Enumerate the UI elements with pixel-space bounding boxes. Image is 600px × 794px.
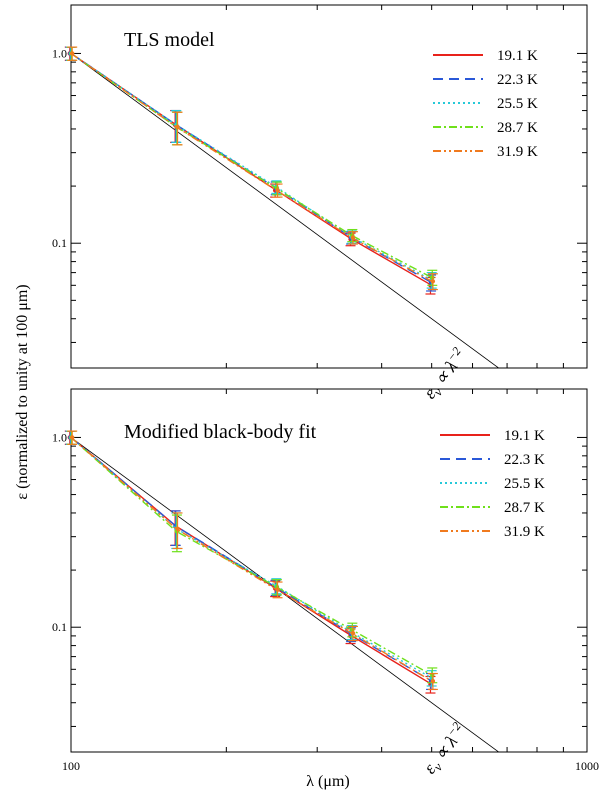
legend-label: 25.5 K — [504, 476, 545, 492]
panel-1: 1.0 0.1 19.1 K 22.3 K 25.5 K 28.7 K 31.9 K TLS … — [52, 4, 588, 404]
legend-label: 22.3 K — [497, 72, 538, 88]
panel-2: 1.0 0.1 19.1 K 22.3 K 25.5 K 28.7 K 31.9 K Modi… — [52, 388, 599, 779]
legend-label: 19.1 K — [504, 428, 545, 444]
y-tick-label: 0.1 — [52, 236, 67, 250]
y-tick-label: 0.1 — [52, 620, 67, 634]
data-point — [350, 235, 356, 240]
reference-line — [71, 53, 500, 368]
panel-title: TLS model — [124, 29, 215, 51]
series-line-191 — [70, 436, 433, 685]
legend-label: 19.1 K — [497, 48, 538, 64]
data-point — [430, 275, 435, 280]
reference-line — [71, 437, 500, 752]
reference-annotation: εν ∝ λ−2 — [418, 344, 473, 404]
legend-label: 28.7 K — [497, 120, 538, 136]
panel-title: Modified black-body fit — [124, 421, 317, 443]
series-line-255 — [70, 436, 433, 679]
series-line-287 — [70, 436, 433, 676]
data-point — [70, 435, 75, 440]
data-point — [350, 630, 356, 636]
legend-label: 22.3 K — [504, 452, 545, 468]
x-tick-label: 1000 — [575, 759, 599, 773]
data-point — [275, 188, 280, 193]
data-point — [430, 678, 436, 684]
series-line-255 — [70, 52, 433, 281]
data-point — [175, 526, 180, 532]
reference-annotation: εν ∝ λ−2 — [418, 719, 473, 779]
legend-label: 28.7 K — [504, 500, 545, 516]
series-line-191 — [70, 52, 433, 286]
legend-label: 31.9 K — [497, 144, 538, 160]
series-line-319 — [70, 52, 433, 282]
series-line-223 — [70, 52, 433, 284]
y-axis-label: ε (normalized to unity at 100 μm) — [14, 284, 31, 499]
data-point — [275, 587, 280, 592]
legend-label: 25.5 K — [497, 96, 538, 112]
y-tick-label: 1.0 — [52, 46, 67, 60]
data-point — [70, 51, 75, 56]
series-line-287 — [70, 52, 433, 279]
y-tick-label: 1.0 — [52, 430, 67, 444]
legend-label: 31.9 K — [504, 524, 545, 540]
x-axis-label: λ (μm) — [306, 773, 349, 790]
x-tick-label: 100 — [62, 759, 80, 773]
data-point — [430, 279, 436, 284]
data-point — [175, 124, 180, 130]
